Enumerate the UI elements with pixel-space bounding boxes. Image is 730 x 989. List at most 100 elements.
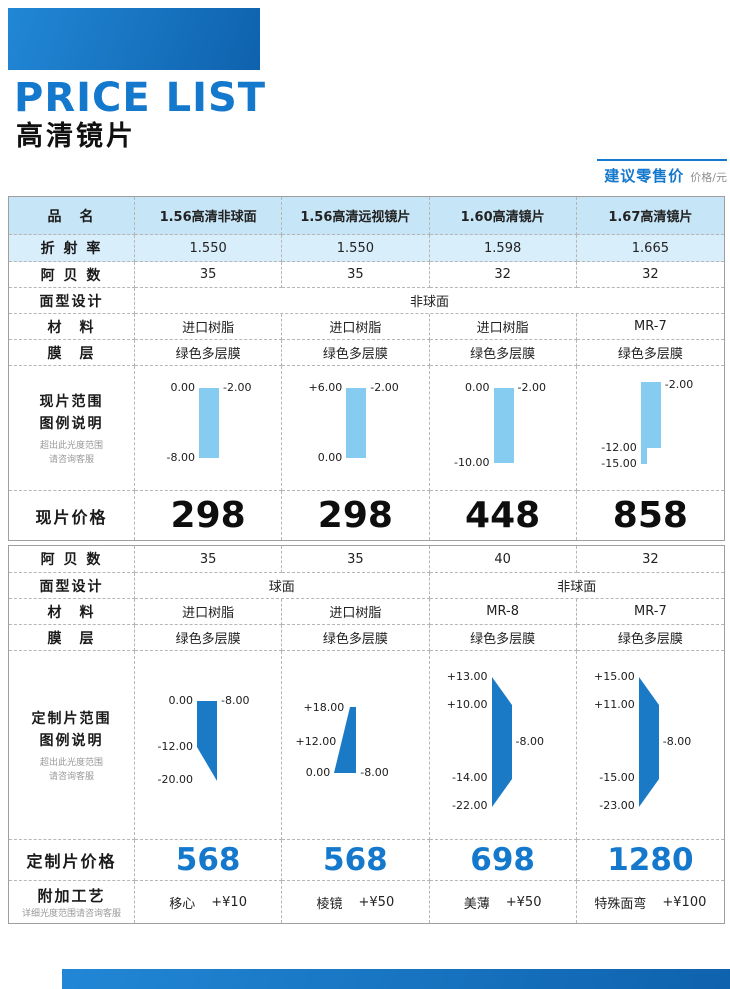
process-price: +¥50 <box>358 894 395 910</box>
custom-abbe-4: 32 <box>576 546 724 573</box>
range-value-label: -20.00 <box>157 773 193 786</box>
stock-price-3: 448 <box>430 491 577 540</box>
process-cell-3: 美薄 +¥50 <box>430 881 577 923</box>
stock-abbe-1: 35 <box>135 262 283 288</box>
custom-material-4: MR-7 <box>576 599 724 625</box>
process-price: +¥10 <box>211 894 247 910</box>
process-name: 棱镜 <box>316 896 343 912</box>
retail-price-label: 建议零售价 <box>604 167 685 185</box>
stock-material-1: 进口树脂 <box>135 314 283 340</box>
range-value-label: +10.00 <box>446 698 488 711</box>
range-value-label: -8.00 <box>662 735 692 748</box>
custom-coating-4: 绿色多层膜 <box>576 625 724 651</box>
range-value-label: 0.00 <box>317 451 343 464</box>
stock-material-2: 进口树脂 <box>282 314 430 340</box>
range-value-label: -8.00 <box>360 766 389 779</box>
custom-price-3: 698 <box>429 840 577 881</box>
stock-coating-3: 绿色多层膜 <box>429 340 577 366</box>
custom-range-title-2: 图例说明 <box>39 732 104 749</box>
stock-coating-4: 绿色多层膜 <box>576 340 724 366</box>
range-value-label: 0.00 <box>465 381 490 394</box>
stock-product-name-2: 1.56高清远视镜片 <box>282 197 430 235</box>
process-price: +¥50 <box>505 894 542 910</box>
custom-price-4: 1280 <box>576 840 724 881</box>
stock-abbe-2: 35 <box>282 262 430 288</box>
retail-price-header: 建议零售价 价格/元 <box>507 165 727 186</box>
stock-coating-1: 绿色多层膜 <box>135 340 283 366</box>
custom-coating-1: 绿色多层膜 <box>135 625 283 651</box>
page-title: PRICE LIST <box>14 75 267 121</box>
label-material: 材 料 <box>9 314 135 340</box>
range-value-label: -8.00 <box>166 451 195 464</box>
process-price: +¥100 <box>662 894 707 910</box>
range-value-label: 0.00 <box>305 766 331 779</box>
stock-range-chart-2: +6.00 -2.00 0.00 <box>282 366 430 491</box>
footer-bar <box>62 969 730 989</box>
range-value-label: -2.00 <box>517 381 546 394</box>
page-subtitle: 高清镜片 <box>16 121 136 152</box>
label-abbe-number: 阿 贝 数 <box>9 262 135 288</box>
range-value-label: -15.00 <box>599 771 635 784</box>
range-shape <box>197 701 217 781</box>
price-unit-label: 价格/元 <box>690 171 727 184</box>
custom-range-chart-3: +13.00 +10.00 -8.00 -14.00 -22.00 <box>429 651 577 840</box>
brand-header-block <box>8 8 260 70</box>
stock-range-chart-3: 0.00 -2.00 -10.00 <box>429 366 577 491</box>
range-value-label: -22.00 <box>452 799 488 812</box>
custom-design-right: 非球面 <box>429 573 724 599</box>
range-value-label: -15.00 <box>601 457 637 470</box>
range-value-label: -14.00 <box>452 771 488 784</box>
range-value-label: +18.00 <box>303 701 345 714</box>
stock-index-2: 1.550 <box>282 235 430 262</box>
stock-abbe-3: 32 <box>429 262 577 288</box>
label-product-name: 品 名 <box>9 197 135 235</box>
stock-index-1: 1.550 <box>135 235 283 262</box>
range-shape <box>334 707 357 773</box>
range-value-label: 0.00 <box>168 694 194 707</box>
label-coating: 膜 层 <box>9 340 135 366</box>
custom-range-chart-2: +18.00 +12.00 0.00 -8.00 <box>282 651 430 840</box>
range-shape <box>199 388 219 458</box>
label-surface-design: 面型设计 <box>9 573 135 599</box>
process-cell-4: 特殊面弯 +¥100 <box>577 881 724 923</box>
label-material: 材 料 <box>9 599 135 625</box>
custom-price-1: 568 <box>135 840 283 881</box>
custom-material-2: 进口树脂 <box>282 599 430 625</box>
range-value-label: -23.00 <box>599 799 635 812</box>
range-shape <box>491 677 512 807</box>
range-shape <box>638 677 659 807</box>
process-cell-1: 移心 +¥10 <box>135 881 283 923</box>
process-title: 附加工艺 <box>37 886 106 905</box>
label-custom-range: 定制片范围 图例说明 超出此光度范围 请咨询客服 <box>9 651 135 840</box>
custom-coating-3: 绿色多层膜 <box>429 625 577 651</box>
custom-abbe-2: 35 <box>282 546 430 573</box>
stock-range-note-2: 请咨询客服 <box>48 454 94 465</box>
stock-index-4: 1.665 <box>576 235 724 262</box>
range-value-label: -10.00 <box>454 456 490 469</box>
stock-coating-2: 绿色多层膜 <box>282 340 430 366</box>
stock-abbe-4: 32 <box>576 262 724 288</box>
range-shape <box>493 388 514 463</box>
range-value-label: -2.00 <box>223 381 252 394</box>
range-value-label: -8.00 <box>515 735 544 748</box>
custom-range-title-1: 定制片范围 <box>31 710 112 727</box>
label-abbe-number: 阿 贝 数 <box>9 546 135 573</box>
label-additional-process: 附加工艺 详细光度范围请咨询客服 <box>9 881 135 923</box>
range-value-label: -12.00 <box>157 740 193 753</box>
label-refractive-index: 折 射 率 <box>9 235 135 262</box>
custom-range-chart-1: 0.00 -8.00 -12.00 -20.00 <box>135 651 283 840</box>
stock-material-4: MR-7 <box>576 314 724 340</box>
stock-range-note-1: 超出此光度范围 <box>39 440 103 451</box>
process-note: 详细光度范围请咨询客服 <box>21 908 121 919</box>
stock-product-name-3: 1.60高清镜片 <box>429 197 577 235</box>
process-cell-2: 棱镜 +¥50 <box>282 881 430 923</box>
stock-material-3: 进口树脂 <box>429 314 577 340</box>
stock-design-value: 非球面 <box>135 288 724 314</box>
stock-price-2: 298 <box>282 491 430 540</box>
stock-price-4: 858 <box>612 495 688 536</box>
custom-range-chart-4: +15.00 +11.00 -8.00 -15.00 -23.00 <box>576 651 724 840</box>
range-value-label: -12.00 <box>601 441 637 454</box>
range-value-label: -2.00 <box>370 381 399 394</box>
stock-product-name-4: 1.67高清镜片 <box>576 197 724 235</box>
stock-price-1: 298 <box>135 491 283 540</box>
